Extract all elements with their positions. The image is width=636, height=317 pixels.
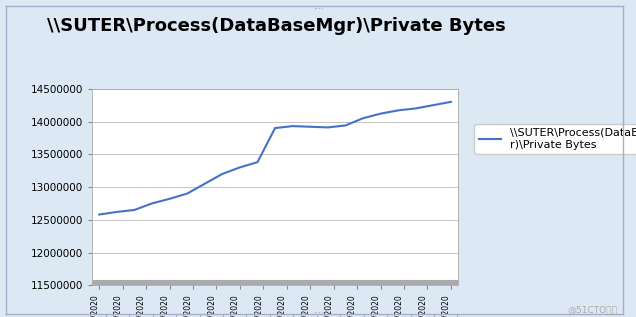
- \\SUTER\Process(DataBaseMg
r)\Private Bytes: [254, 160, 261, 164]
- \\SUTER\Process(DataBaseMg
r)\Private Bytes: [359, 116, 367, 120]
- \\SUTER\Process(DataBaseMg
r)\Private Bytes: [412, 107, 420, 110]
- Line: \\SUTER\Process(DataBaseMg
r)\Private Bytes: \\SUTER\Process(DataBaseMg r)\Private By…: [99, 102, 451, 215]
- \\SUTER\Process(DataBaseMg
r)\Private Bytes: [113, 210, 121, 214]
- \\SUTER\Process(DataBaseMg
r)\Private Bytes: [447, 100, 455, 104]
- \\SUTER\Process(DataBaseMg
r)\Private Bytes: [219, 172, 226, 176]
- Text: @51CTO博客: @51CTO博客: [567, 305, 617, 314]
- Text: ....: ....: [313, 2, 323, 10]
- Bar: [92, 282, 458, 285]
- \\SUTER\Process(DataBaseMg
r)\Private Bytes: [201, 182, 209, 186]
- \\SUTER\Process(DataBaseMg
r)\Private Bytes: [377, 112, 384, 116]
- \\SUTER\Process(DataBaseMg
r)\Private Bytes: [429, 103, 437, 107]
- \\SUTER\Process(DataBaseMg
r)\Private Bytes: [95, 213, 103, 217]
- \\SUTER\Process(DataBaseMg
r)\Private Bytes: [307, 125, 314, 129]
- Text: \\SUTER\Process(DataBaseMgr)\Private Bytes: \\SUTER\Process(DataBaseMgr)\Private Byt…: [47, 17, 506, 36]
- \\SUTER\Process(DataBaseMg
r)\Private Bytes: [236, 165, 244, 169]
- \\SUTER\Process(DataBaseMg
r)\Private Bytes: [342, 124, 349, 127]
- \\SUTER\Process(DataBaseMg
r)\Private Bytes: [394, 108, 402, 112]
- \\SUTER\Process(DataBaseMg
r)\Private Bytes: [130, 208, 138, 212]
- Legend: \\SUTER\Process(DataBaseMg
r)\Private Bytes: \\SUTER\Process(DataBaseMg r)\Private By…: [474, 124, 636, 154]
- \\SUTER\Process(DataBaseMg
r)\Private Bytes: [324, 126, 331, 129]
- \\SUTER\Process(DataBaseMg
r)\Private Bytes: [183, 192, 191, 196]
- \\SUTER\Process(DataBaseMg
r)\Private Bytes: [148, 202, 156, 205]
- \\SUTER\Process(DataBaseMg
r)\Private Bytes: [271, 126, 279, 130]
- \\SUTER\Process(DataBaseMg
r)\Private Bytes: [166, 197, 174, 201]
- \\SUTER\Process(DataBaseMg
r)\Private Bytes: [289, 124, 296, 128]
- Text: ....: ....: [313, 307, 323, 315]
